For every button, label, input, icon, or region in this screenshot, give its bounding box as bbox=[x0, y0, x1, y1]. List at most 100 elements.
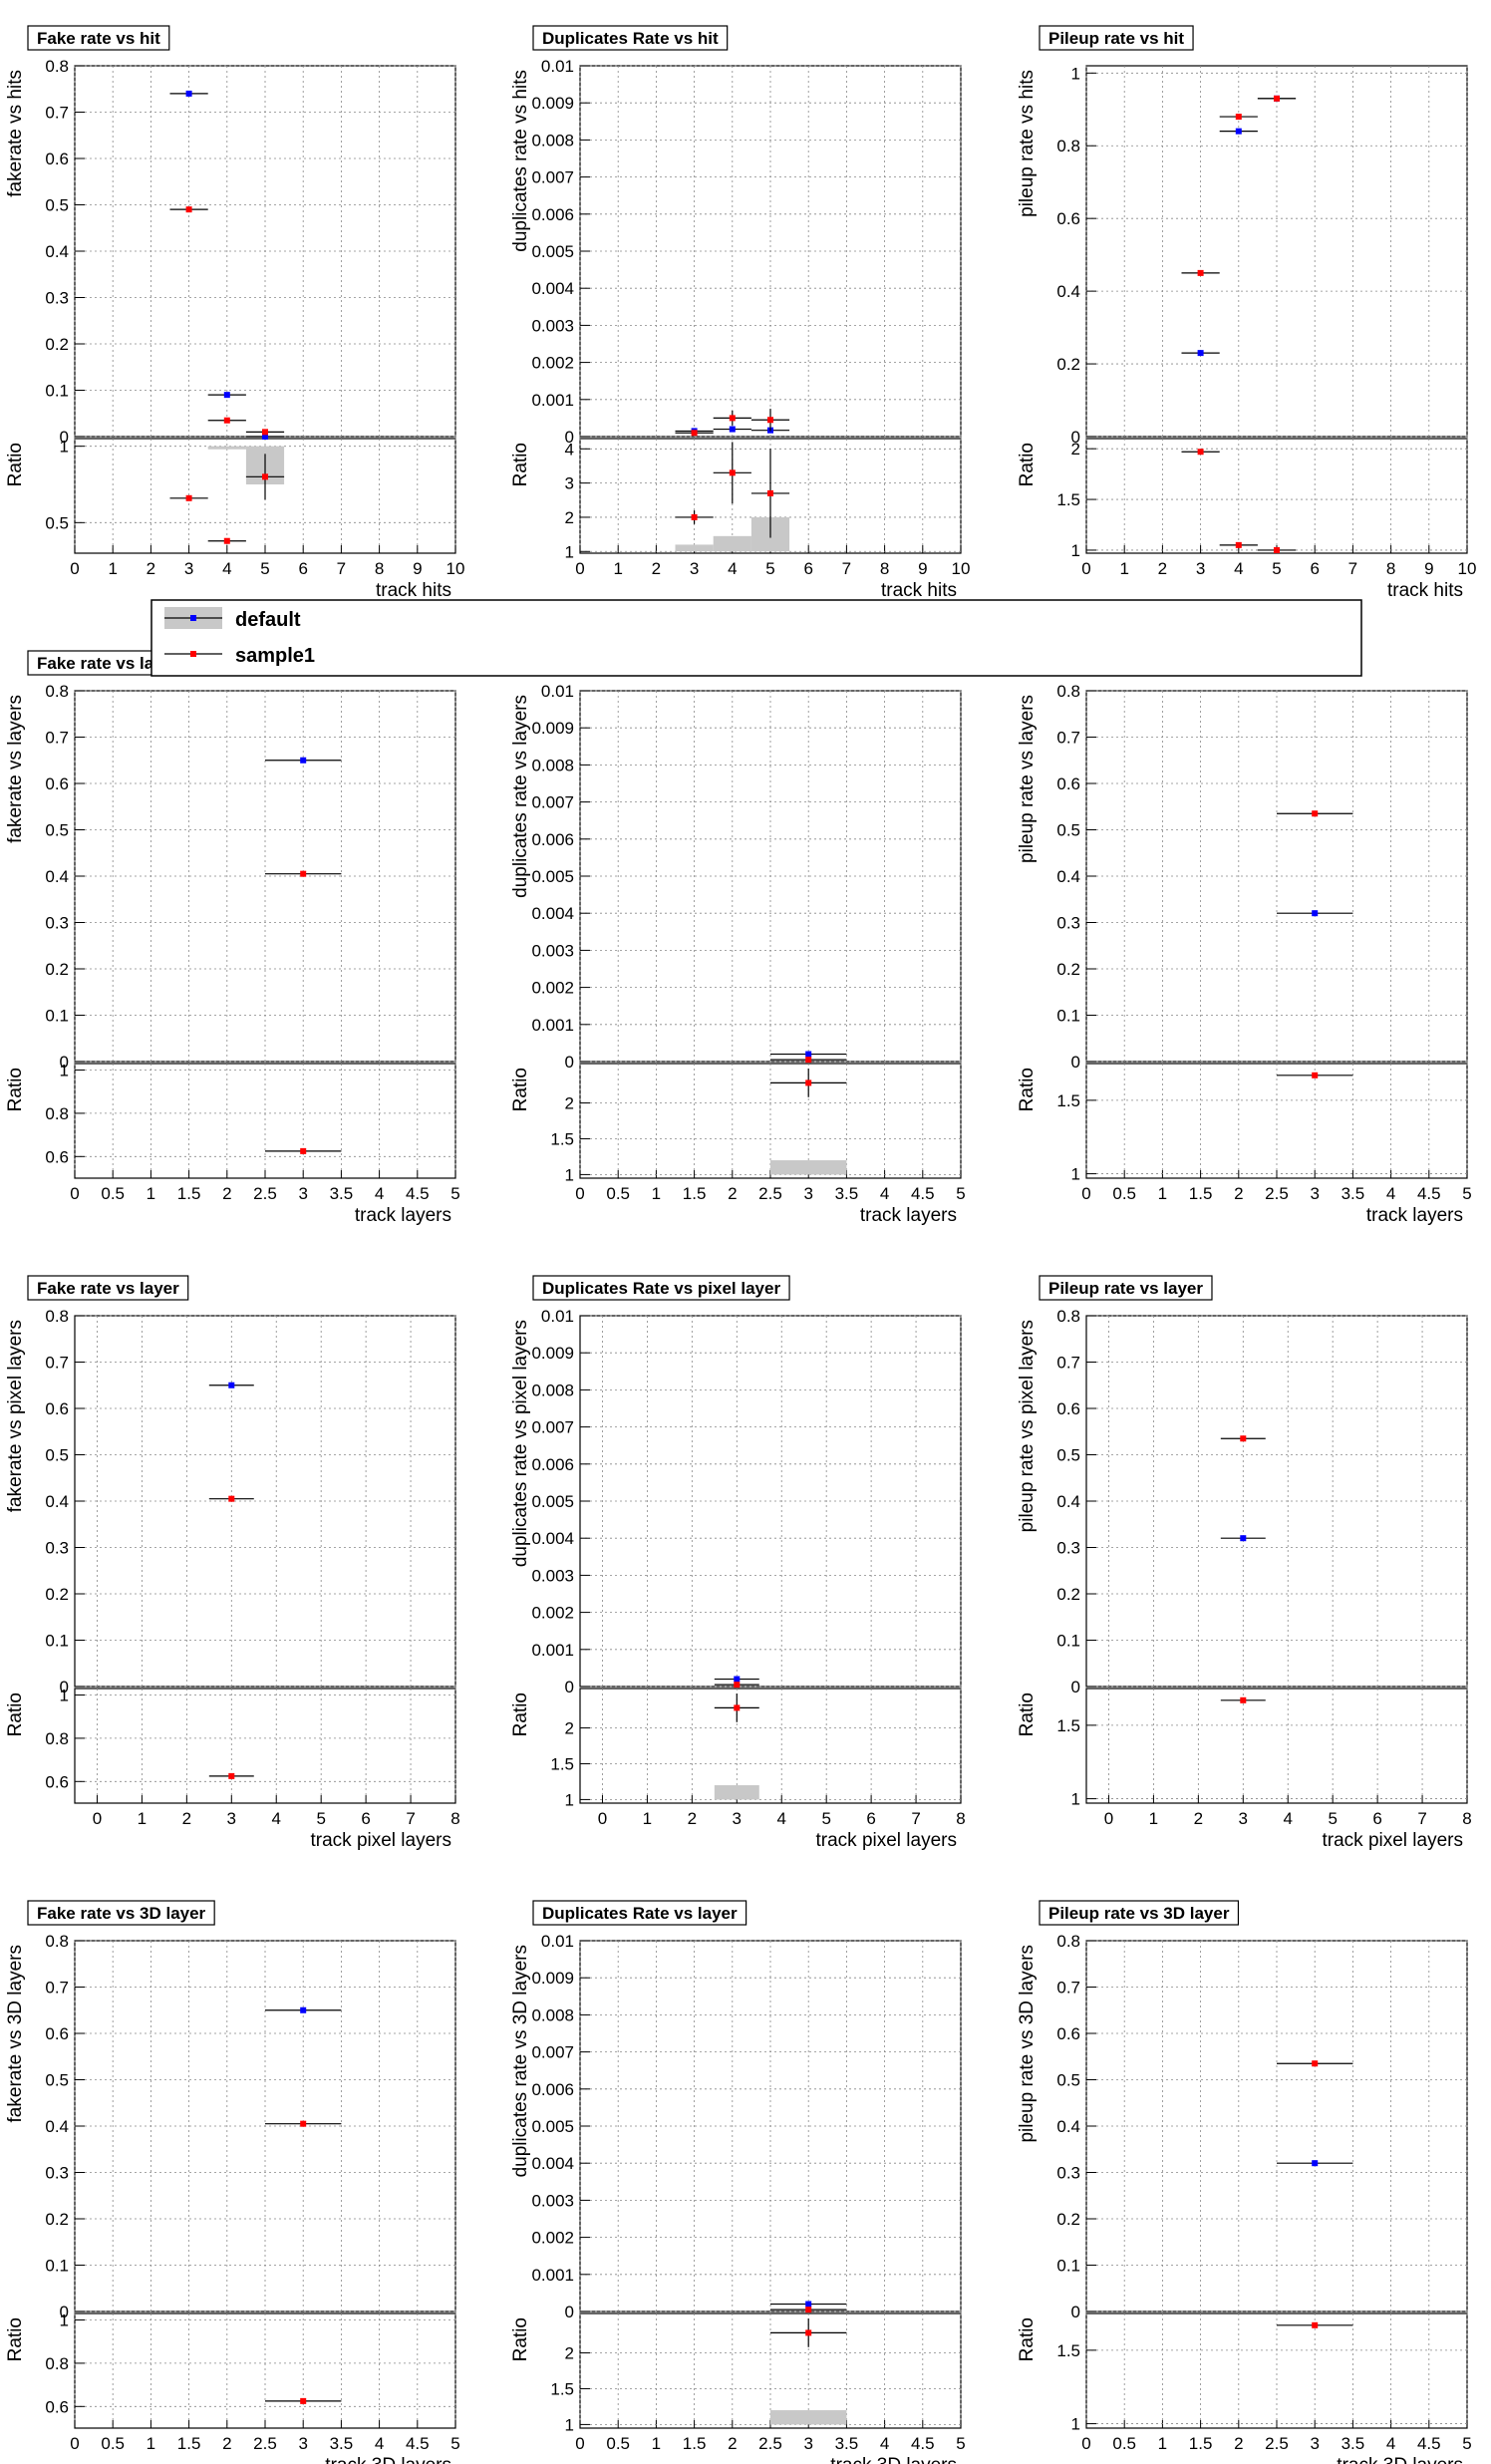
x-tick-label: 4 bbox=[880, 2434, 889, 2453]
y-tick-label: 1 bbox=[1071, 64, 1080, 83]
x-tick-label: 6 bbox=[866, 1809, 875, 1828]
y-tick-label: 0.008 bbox=[531, 131, 574, 150]
x-tick-label: 2.5 bbox=[1265, 2434, 1289, 2453]
y-axis-label: pileup rate vs hits bbox=[1017, 70, 1038, 217]
x-tick-label: 3 bbox=[690, 559, 699, 578]
x-tick-label: 5 bbox=[1462, 1184, 1471, 1203]
x-tick-label: 7 bbox=[1348, 559, 1357, 578]
y-tick-label: 0.7 bbox=[45, 104, 69, 123]
point-default bbox=[300, 757, 307, 764]
y-tick-label: 0.8 bbox=[1056, 1307, 1080, 1326]
y-tick-label: 0.6 bbox=[1056, 209, 1080, 228]
panel-title: Fake rate vs layer bbox=[37, 654, 179, 673]
panel-title: Duplicates Rate vs pixel layer bbox=[542, 1279, 780, 1298]
panel-title: Pileup rate vs 3D layer bbox=[1048, 1904, 1230, 1923]
x-tick-label: 2 bbox=[728, 2434, 737, 2453]
x-tick-label: 2.5 bbox=[758, 2434, 782, 2453]
y-axis-label: duplicates rate vs layers bbox=[510, 695, 531, 898]
ratio-point bbox=[1235, 541, 1242, 548]
x-tick-label: 0 bbox=[70, 1184, 79, 1203]
x-tick-label: 0 bbox=[70, 559, 79, 578]
ratio-frame bbox=[1085, 438, 1468, 554]
y-tick-label: 0.5 bbox=[1056, 2071, 1080, 2090]
y-tick-label: 0.6 bbox=[1056, 1399, 1080, 1418]
y-tick-label: 0.006 bbox=[531, 2080, 574, 2099]
x-tick-label: 0 bbox=[575, 2434, 584, 2453]
ratio-axis-label: Ratio bbox=[5, 2317, 26, 2361]
x-tick-label: 3.5 bbox=[330, 1184, 354, 1203]
x-tick-label: 0 bbox=[70, 2434, 79, 2453]
ratio-y-tick-label: 2 bbox=[565, 1094, 574, 1113]
x-tick-label: 2 bbox=[1234, 1184, 1243, 1203]
y-tick-label: 0 bbox=[1071, 1053, 1080, 1072]
y-tick-label: 0.005 bbox=[531, 2117, 574, 2136]
ratio-y-tick-label: 1 bbox=[1071, 2415, 1080, 2434]
x-tick-label: 7 bbox=[911, 1809, 920, 1828]
x-tick-label: 1 bbox=[643, 1809, 652, 1828]
ratio-point bbox=[805, 1079, 812, 1086]
y-tick-label: 0.2 bbox=[1056, 1585, 1080, 1604]
y-tick-label: 0.1 bbox=[1056, 1632, 1080, 1651]
point-sample1 bbox=[300, 870, 307, 877]
ratio-point bbox=[1312, 2321, 1319, 2328]
y-tick-label: 0.3 bbox=[1056, 2164, 1080, 2183]
y-tick-label: 0.7 bbox=[45, 1354, 69, 1373]
x-tick-label: 6 bbox=[1310, 559, 1319, 578]
panel-11: Duplicates Rate vs layer 0 0.5 1 1.5 2 2.5 3 3.5… bbox=[510, 1900, 966, 2464]
ratio-point bbox=[1197, 449, 1204, 456]
y-tick-label: 0.003 bbox=[531, 2191, 574, 2210]
panel-title-box bbox=[532, 1900, 747, 1926]
x-tick-label: 1.5 bbox=[177, 1184, 201, 1203]
point-default bbox=[729, 426, 736, 433]
y-tick-label: 0.5 bbox=[45, 821, 69, 840]
y-tick-label: 0.01 bbox=[541, 1307, 574, 1326]
x-tick-label: 2.5 bbox=[758, 1184, 782, 1203]
x-tick-label: 2 bbox=[1158, 559, 1167, 578]
ratio-y-tick-label: 2 bbox=[1071, 440, 1080, 459]
x-tick-label: 1 bbox=[613, 559, 622, 578]
y-tick-label: 0.003 bbox=[531, 941, 574, 960]
panel-title-box bbox=[27, 1275, 189, 1301]
x-axis-label: track layers bbox=[355, 1205, 451, 1226]
ratio-y-tick-label: 1.5 bbox=[550, 1754, 574, 1773]
y-tick-label: 0.8 bbox=[1056, 682, 1080, 701]
y-tick-label: 0 bbox=[565, 428, 574, 447]
point-default bbox=[223, 392, 230, 399]
x-tick-label: 5 bbox=[450, 2434, 459, 2453]
x-tick-label: 1 bbox=[1119, 559, 1128, 578]
y-tick-label: 0.006 bbox=[531, 830, 574, 849]
ratio-frame bbox=[74, 1063, 456, 1179]
point-sample1 bbox=[767, 417, 773, 424]
ratio-y-tick-label: 0.8 bbox=[45, 1729, 69, 1748]
y-tick-label: 0.8 bbox=[1056, 137, 1080, 155]
x-tick-label: 4 bbox=[777, 1809, 786, 1828]
y-tick-label: 0.7 bbox=[1056, 1354, 1080, 1373]
y-tick-label: 0.004 bbox=[531, 2154, 574, 2173]
ratio-y-tick-label: 0.6 bbox=[45, 1147, 69, 1166]
ratio-point bbox=[185, 494, 192, 501]
ratio-y-tick-label: 1 bbox=[565, 2415, 574, 2434]
point-sample1 bbox=[262, 429, 268, 436]
y-tick-label: 0.008 bbox=[531, 756, 574, 774]
ratio-point bbox=[1274, 546, 1280, 553]
x-tick-label: 4 bbox=[1386, 2434, 1395, 2453]
legend-box bbox=[150, 599, 1362, 677]
y-tick-label: 0.7 bbox=[45, 1979, 69, 1998]
x-axis-label: track hits bbox=[1387, 580, 1463, 601]
x-tick-label: 2 bbox=[1234, 2434, 1243, 2453]
ratio-y-tick-label: 2 bbox=[565, 2344, 574, 2363]
x-tick-label: 0.5 bbox=[606, 2434, 630, 2453]
y-tick-label: 0 bbox=[60, 428, 69, 447]
y-tick-label: 0.7 bbox=[1056, 729, 1080, 748]
point-sample1 bbox=[729, 415, 736, 422]
x-tick-label: 8 bbox=[375, 559, 384, 578]
x-tick-label: 1 bbox=[1158, 2434, 1167, 2453]
y-tick-label: 0.007 bbox=[531, 793, 574, 812]
ratio-point bbox=[805, 2329, 812, 2336]
legend: default sample1 bbox=[150, 599, 1362, 677]
x-tick-label: 3.5 bbox=[330, 2434, 354, 2453]
point-default bbox=[734, 1676, 741, 1683]
y-tick-label: 0.005 bbox=[531, 867, 574, 886]
x-tick-label: 4.5 bbox=[406, 2434, 430, 2453]
